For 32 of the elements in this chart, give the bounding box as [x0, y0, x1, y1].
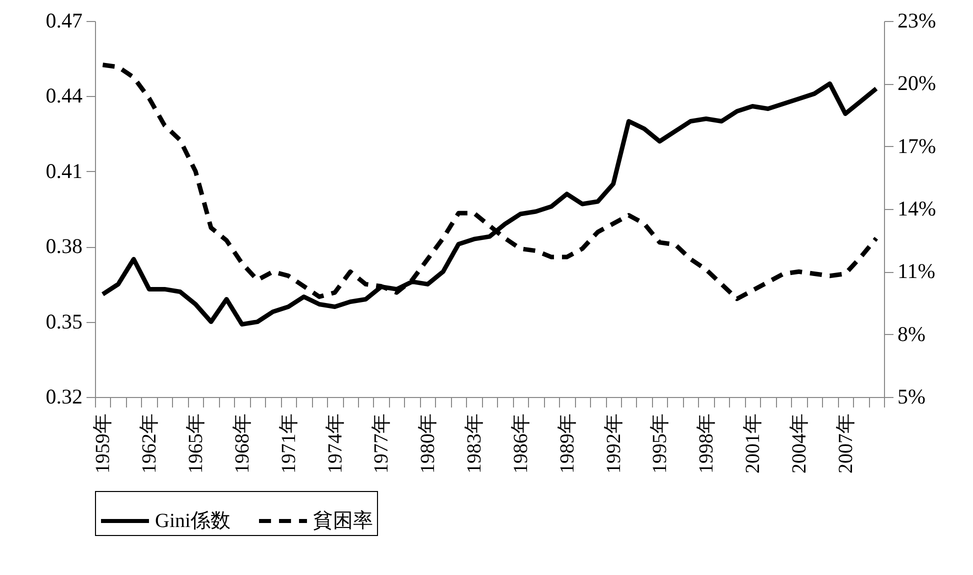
- x-tick-label: 1995年: [649, 414, 672, 474]
- x-tick-label: 1998年: [696, 414, 718, 474]
- y2-tick-label: 23%: [898, 8, 936, 32]
- y2-tick-label: 5%: [898, 384, 926, 408]
- y2-tick-label: 8%: [898, 322, 926, 346]
- y2-tick-label: 17%: [898, 134, 936, 158]
- x-tick-label: 1980年: [417, 414, 440, 474]
- y2-tick-label: 14%: [898, 196, 936, 220]
- y-tick-label: 0.35: [46, 309, 82, 334]
- y-tick-label: 0.41: [46, 158, 82, 183]
- y2-tick-label: 20%: [898, 71, 936, 96]
- y-tick-label: 0.32: [46, 384, 82, 408]
- x-tick-label: 1962年: [138, 414, 161, 474]
- y-tick-label: 0.38: [46, 234, 82, 258]
- x-tick-label: 1992年: [602, 414, 625, 474]
- x-tick-label: 2001年: [742, 414, 764, 474]
- y-tick-label: 0.44: [46, 84, 83, 108]
- x-tick-label: 1983年: [464, 414, 486, 474]
- x-tick-label: 1986年: [510, 414, 532, 474]
- legend-label: 貧困率: [313, 510, 373, 532]
- y2-tick-label: 11%: [898, 259, 936, 284]
- x-tick-label: 1989年: [556, 414, 578, 474]
- x-tick-label: 1965年: [185, 414, 208, 474]
- x-tick-label: 1968年: [231, 414, 254, 474]
- x-tick-label: 2004年: [788, 414, 810, 474]
- x-tick-label: 1959年: [92, 414, 114, 474]
- x-tick-label: 1971年: [278, 414, 300, 474]
- x-tick-label: 2007年: [834, 414, 857, 474]
- y-tick-label: 0.47: [46, 8, 82, 32]
- legend-label: Gini係数: [155, 510, 231, 532]
- x-tick-label: 1974年: [324, 414, 346, 474]
- x-tick-label: 1977年: [370, 414, 393, 474]
